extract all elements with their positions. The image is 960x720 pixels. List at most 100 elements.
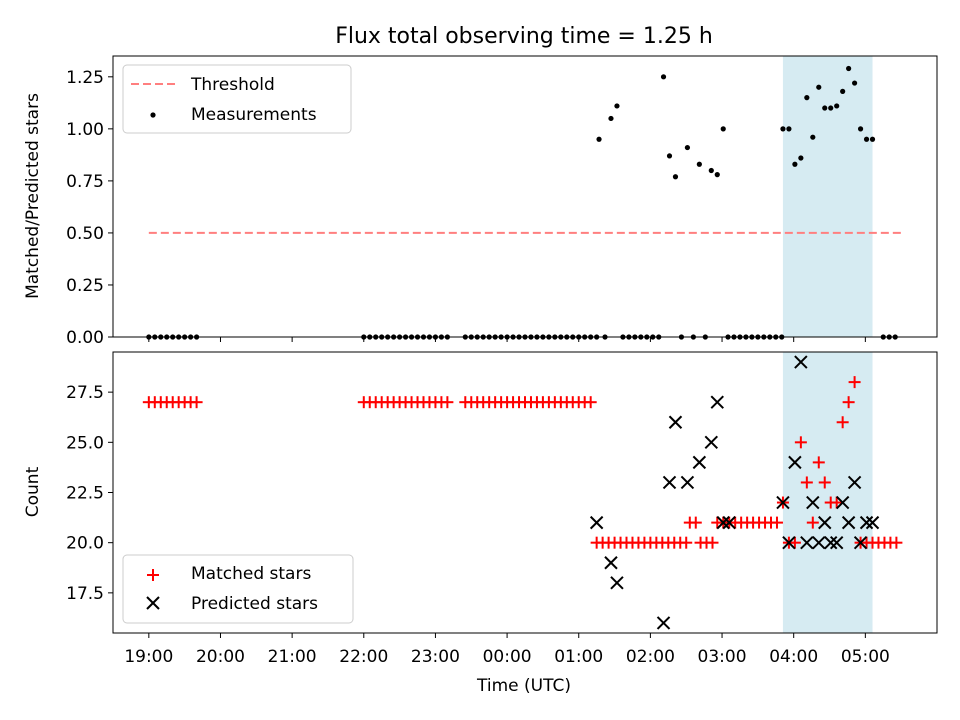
top-y-tick-label: 0.00	[66, 328, 104, 348]
predicted-star-point	[704, 435, 719, 450]
predicted-star-point	[847, 475, 862, 490]
predicted-star-point	[800, 535, 814, 550]
measurement-point	[786, 126, 792, 132]
matched-star-point	[836, 416, 849, 429]
predicted-star-point	[824, 535, 838, 550]
measurement-point	[596, 136, 602, 142]
predicted-star-point	[610, 576, 624, 590]
predicted-star-point	[818, 515, 832, 530]
predicted-star-point	[668, 415, 683, 429]
bottom-y-tick-label: 25.0	[66, 433, 104, 453]
predicted-star-point	[722, 515, 736, 530]
predicted-star-point	[812, 535, 826, 550]
bottom-legend: Matched stars Predicted stars	[122, 554, 354, 624]
matched-star-point	[794, 436, 807, 449]
measurement-point	[608, 115, 614, 122]
top-frame	[112, 55, 938, 338]
x-tick-label: 00:00	[483, 647, 532, 667]
measurement-point	[810, 134, 816, 140]
measurement-point	[780, 126, 786, 132]
matched-star-point	[680, 536, 693, 549]
matched-star-point	[818, 476, 831, 489]
top-panel: 0.00 0.25 0.50 0.75 1.00 1.25 Matched/Predict…	[23, 55, 938, 348]
predicted-star-point	[604, 556, 618, 570]
predicted-star-point	[782, 535, 796, 550]
predicted-star-point	[692, 455, 707, 470]
measurement-point	[660, 74, 667, 80]
measurement-point	[792, 161, 798, 167]
predicted-star-point	[865, 515, 880, 530]
measurement-point	[822, 105, 828, 111]
top-legend-box	[122, 64, 352, 134]
legend-matched-label: Matched stars	[191, 564, 311, 584]
predicted-star-point	[841, 515, 856, 530]
measurement-point	[834, 103, 840, 109]
x-tick-label: 23:00	[411, 647, 460, 667]
top-y-tick-label: 0.50	[66, 224, 104, 244]
matched-star-point	[689, 516, 702, 529]
top-highlight-span	[782, 56, 873, 337]
predicted-star-point	[859, 515, 874, 530]
measurement-point	[828, 105, 834, 111]
top-y-tick-label: 1.25	[66, 68, 104, 88]
x-tick-label: 04:00	[769, 647, 818, 667]
predicted-star-point	[806, 495, 820, 510]
matched-star-point	[190, 396, 203, 409]
measurement-point	[857, 126, 864, 132]
top-y-tick-label: 0.25	[66, 276, 104, 296]
top-y-axis: 0.00 0.25 0.50 0.75 1.00 1.25	[66, 68, 113, 348]
measurement-point	[696, 161, 702, 167]
legend-predicted-swatch	[146, 596, 160, 610]
predicted-star-point	[710, 395, 724, 409]
measurement-point	[869, 136, 876, 142]
predicted-star-point	[680, 475, 695, 490]
x-tick-label: 01:00	[554, 647, 603, 667]
measurement-point	[672, 174, 679, 180]
predicted-star-point	[716, 515, 730, 530]
measurement-point	[666, 153, 673, 159]
top-legend: Threshold Measurements	[122, 64, 352, 134]
x-tick-label: 21:00	[268, 647, 317, 667]
matched-star-point	[800, 476, 813, 489]
measurement-point	[816, 84, 822, 90]
measurement-point	[684, 144, 691, 151]
bottom-y-tick-label: 20.0	[66, 534, 104, 554]
predicted-star-point	[589, 515, 604, 530]
measurement-point	[840, 88, 846, 94]
measurement-point	[714, 172, 720, 178]
top-y-tick-label: 1.00	[66, 120, 104, 140]
bottom-legend-box	[122, 554, 354, 624]
predicted-star-point	[835, 495, 850, 510]
matched-star-point	[848, 376, 861, 389]
measurement-point	[852, 80, 858, 86]
bottom-highlight-span	[782, 352, 873, 633]
measurement-point	[708, 167, 714, 174]
bottom-y-tick-label: 27.5	[66, 383, 104, 403]
top-y-tick-label: 0.75	[66, 172, 104, 192]
matched-star-point	[806, 516, 819, 529]
matched-star-point	[890, 536, 903, 549]
bottom-x-axis: 19:00 20:00 21:00 22:00 23:00 00:00 01:00 02:00…	[124, 633, 890, 667]
bottom-y-tick-label: 17.5	[66, 584, 104, 604]
x-tick-label: 03:00	[698, 647, 747, 667]
matched-star-point	[830, 496, 843, 509]
x-tick-label: 05:00	[841, 647, 890, 667]
x-tick-label: 02:00	[626, 647, 675, 667]
bottom-y-axis: 17.5 20.0 22.5 25.0 27.5	[66, 383, 113, 604]
predicted-star-point	[829, 535, 844, 550]
legend-threshold-label: Threshold	[190, 75, 275, 95]
top-y-axis-label: Matched/Predicted stars	[23, 93, 43, 299]
predicted-star-point	[794, 355, 808, 369]
x-tick-label: 22:00	[339, 647, 388, 667]
legend-measurements-label: Measurements	[191, 105, 317, 125]
measurement-point	[720, 126, 726, 132]
x-axis-label: Time (UTC)	[476, 676, 571, 696]
predicted-star-point	[776, 495, 790, 510]
predicted-star-point	[853, 535, 868, 550]
legend-predicted-label: Predicted stars	[191, 594, 318, 614]
top-x-axis	[148, 337, 866, 342]
chart-title: Flux total observing time = 1.25 h	[335, 24, 713, 49]
x-tick-label: 20:00	[196, 647, 245, 667]
matched-star-point	[706, 536, 719, 549]
